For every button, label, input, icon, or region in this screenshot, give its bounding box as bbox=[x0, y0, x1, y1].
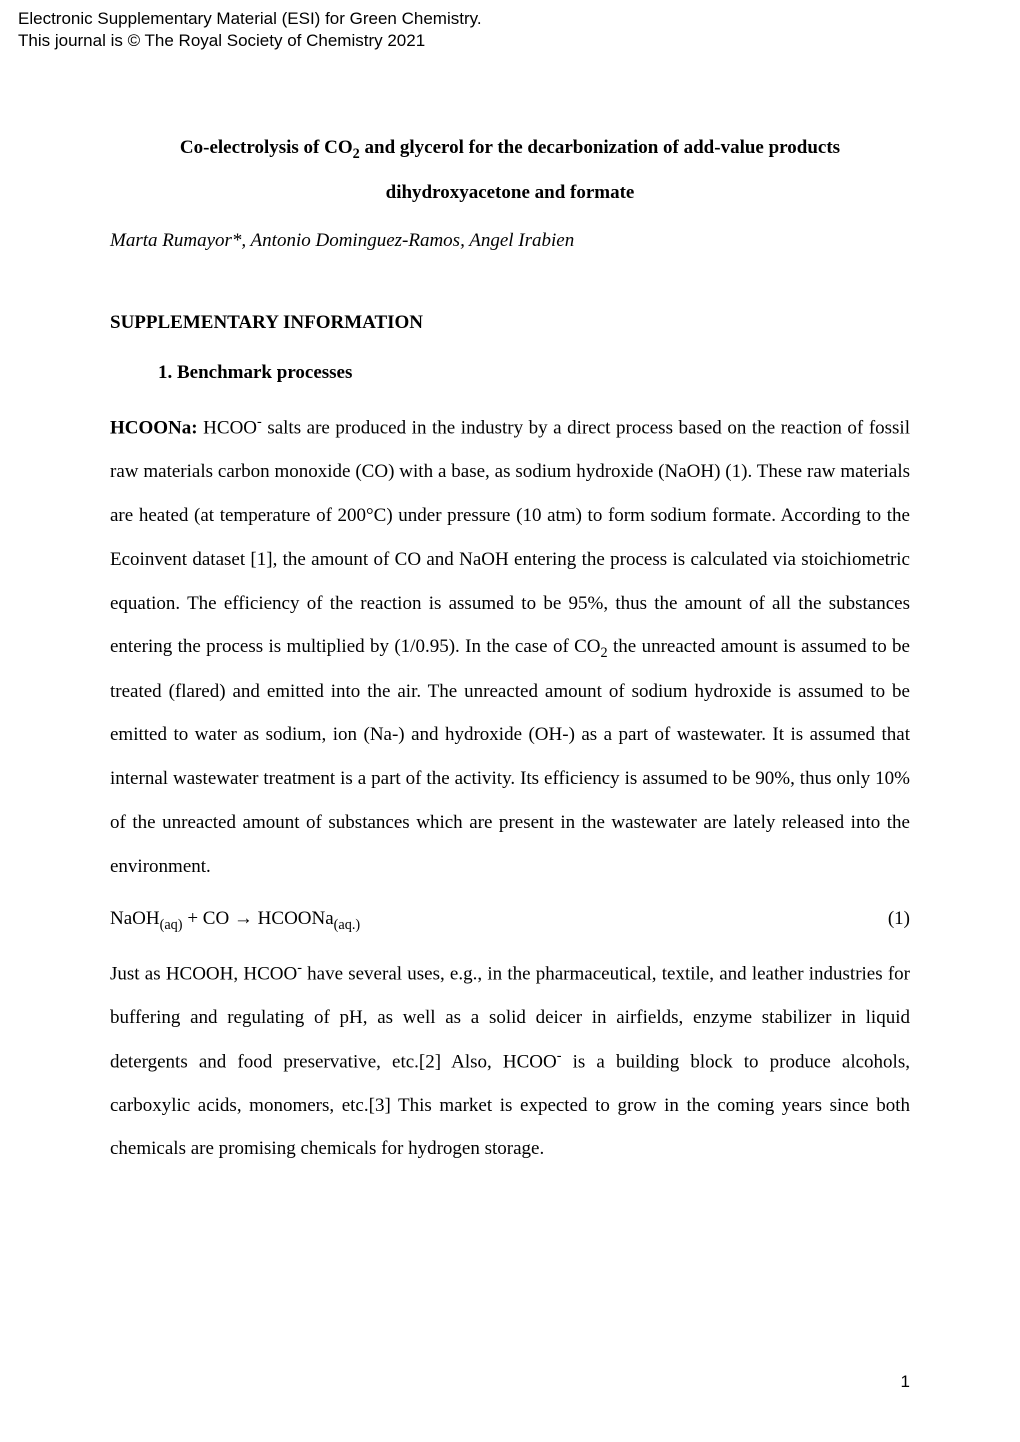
para1-sub1: 2 bbox=[601, 645, 608, 661]
esi-header-line2: This journal is © The Royal Society of C… bbox=[18, 30, 1002, 52]
eq-lhs1: NaOH bbox=[110, 908, 160, 929]
esi-header-line1: Electronic Supplementary Material (ESI) … bbox=[18, 8, 1002, 30]
esi-header: Electronic Supplementary Material (ESI) … bbox=[0, 0, 1020, 56]
page-content: Co-electrolysis of CO2 and glycerol for … bbox=[0, 56, 1020, 1261]
para1-t2: salts are produced in the industry by a … bbox=[110, 418, 910, 657]
title-line2: dihydroxyacetone and formate bbox=[386, 182, 635, 203]
equation-formula: NaOH(aq) + CO → HCOONa(aq.) bbox=[110, 908, 360, 934]
authors-line: Marta Rumayor*, Antonio Dominguez-Ramos,… bbox=[110, 230, 910, 252]
title-line1-pre: Co-electrolysis of CO bbox=[180, 137, 353, 158]
article-title: Co-electrolysis of CO2 and glycerol for … bbox=[110, 126, 910, 214]
equation-number: (1) bbox=[888, 908, 910, 930]
page-number: 1 bbox=[901, 1372, 910, 1392]
title-line1-post: and glycerol for the decarbonization of … bbox=[360, 137, 840, 158]
section-heading: SUPPLEMENTARY INFORMATION bbox=[110, 312, 910, 334]
para2-t1: Just as HCOOH, HCOO bbox=[110, 963, 297, 984]
eq-mid: + CO → HCOONa bbox=[183, 908, 334, 929]
paragraph-2: Just as HCOOH, HCOO- have several uses, … bbox=[110, 952, 910, 1171]
para1-t3: the unreacted amount is assumed to be tr… bbox=[110, 636, 910, 876]
equation-1: NaOH(aq) + CO → HCOONa(aq.) (1) bbox=[110, 908, 910, 934]
eq-sub1: (aq) bbox=[160, 917, 183, 933]
eq-sub2: (aq.) bbox=[334, 917, 361, 933]
subsection-heading: 1. Benchmark processes bbox=[158, 362, 910, 384]
para1-label: HCOONa: bbox=[110, 418, 198, 439]
title-co2-subscript: 2 bbox=[353, 146, 360, 162]
paragraph-1: HCOONa: HCOO- salts are produced in the … bbox=[110, 406, 910, 888]
para1-t1: HCOO bbox=[198, 418, 257, 439]
